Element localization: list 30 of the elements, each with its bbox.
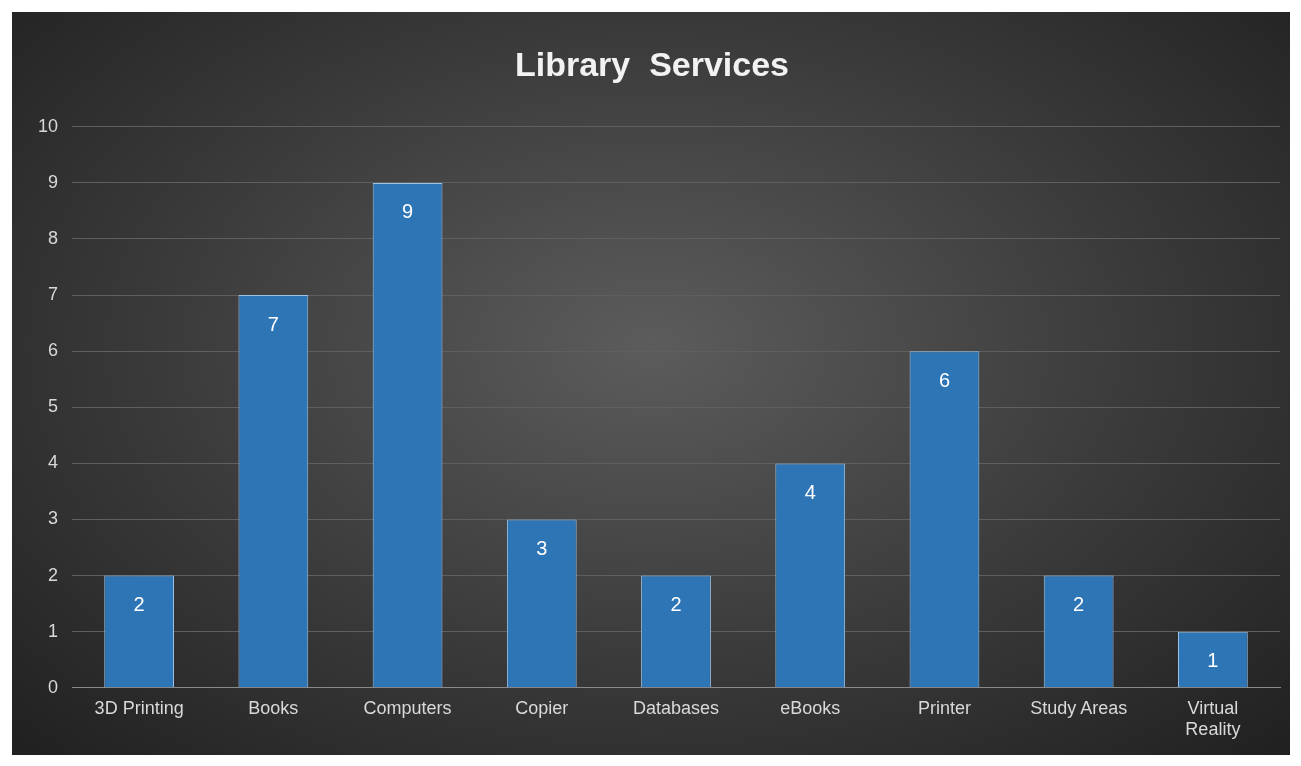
chart-title: Library Services <box>514 44 790 83</box>
data-label: 9 <box>402 200 414 223</box>
x-tick-label: Printer <box>917 697 971 718</box>
y-tick-label: 7 <box>48 284 59 305</box>
data-label: 2 <box>133 593 145 616</box>
data-label: 2 <box>670 593 682 616</box>
data-label: 4 <box>804 480 816 503</box>
data-label: 1 <box>1207 649 1219 672</box>
y-tick-label: 9 <box>48 171 59 192</box>
y-tick-label: 8 <box>48 227 59 248</box>
data-label: 3 <box>536 537 548 560</box>
x-tick-label: eBooks <box>780 697 841 718</box>
data-label: 2 <box>1073 593 1085 616</box>
x-tick-label: Computers <box>363 697 452 718</box>
y-tick-label: 4 <box>48 452 59 473</box>
y-tick-label: 2 <box>48 564 59 585</box>
data-label: 7 <box>267 312 279 335</box>
y-tick-label: 1 <box>48 620 59 641</box>
x-tick-label: Virtual Reality <box>1185 697 1241 740</box>
y-tick-label: 3 <box>48 508 59 529</box>
x-tick-label: Databases <box>632 697 720 718</box>
data-label: 6 <box>938 368 951 391</box>
x-tick-label: Copier <box>515 697 569 718</box>
x-tick-label: Books <box>248 697 299 718</box>
x-tick-label: 3D Printing <box>94 697 184 718</box>
y-tick-label: 6 <box>48 340 59 361</box>
y-tick-label: 5 <box>48 396 59 417</box>
y-tick-label: 0 <box>48 676 59 697</box>
x-tick-label: Study Areas <box>1030 697 1128 718</box>
y-tick-label: 10 <box>37 115 59 136</box>
